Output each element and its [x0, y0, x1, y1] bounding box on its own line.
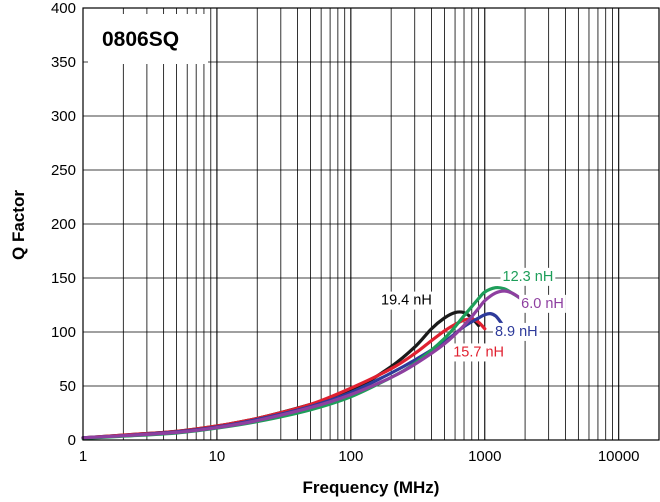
series-label-text: 15.7 nH [453, 344, 504, 360]
series-label-background [451, 343, 507, 362]
y-tick-label: 300 [51, 108, 76, 125]
series-label-text: 8.9 nH [495, 324, 538, 340]
y-tick-label: 50 [59, 378, 76, 395]
y-tick-label: 200 [51, 216, 76, 233]
tick-labels: 1 10 100 1000 10000 0 50 100 150 200 250 300 350 400 [51, 0, 640, 465]
series-curves [81, 285, 527, 440]
series-label-12-3-nh: 12.3 nH [500, 267, 556, 286]
x-tick-label: 10000 [598, 448, 640, 465]
plot-frame [82, 7, 660, 441]
series-label-background [500, 267, 556, 286]
series-label-text: 19.4 nH [381, 293, 432, 309]
title-box: 0806SQ [88, 14, 208, 64]
x-tick-label: 1000 [468, 448, 501, 465]
x-tick-label: 10 [209, 448, 226, 465]
series-line-12-3-nh [81, 285, 521, 440]
x-tick-label: 1 [79, 448, 87, 465]
chart-title: 0806SQ [102, 28, 179, 51]
y-tick-label: 100 [51, 324, 76, 341]
series-label-19-4-nh: 19.4 nH [379, 291, 434, 310]
y-axis-title: Q Factor [9, 190, 28, 260]
series-line-6-0-nh [81, 289, 527, 440]
y-tick-label: 350 [51, 54, 76, 71]
y-tick-label: 250 [51, 162, 76, 179]
series-label-15-7-nh: 15.7 nH [451, 343, 507, 362]
series-label-6-0-nh: 6.0 nH [519, 294, 566, 313]
series-labels: 19.4 nH 15.7 nH 8.9 nH 12.3 nH 6.0 nH [379, 267, 566, 362]
series-label-background [519, 294, 566, 313]
title-background [88, 14, 208, 64]
series-label-text: 6.0 nH [521, 296, 564, 312]
series-label-text: 12.3 nH [503, 269, 554, 285]
series-label-background [379, 291, 434, 310]
grid [83, 8, 659, 440]
y-tick-label: 150 [51, 270, 76, 287]
series-label-8-9-nh: 8.9 nH [492, 322, 540, 341]
y-tick-label: 400 [51, 0, 76, 17]
series-label-background [492, 322, 540, 341]
x-axis-title: Frequency (MHz) [303, 478, 440, 497]
y-tick-label: 0 [68, 432, 76, 449]
x-tick-label: 100 [338, 448, 363, 465]
